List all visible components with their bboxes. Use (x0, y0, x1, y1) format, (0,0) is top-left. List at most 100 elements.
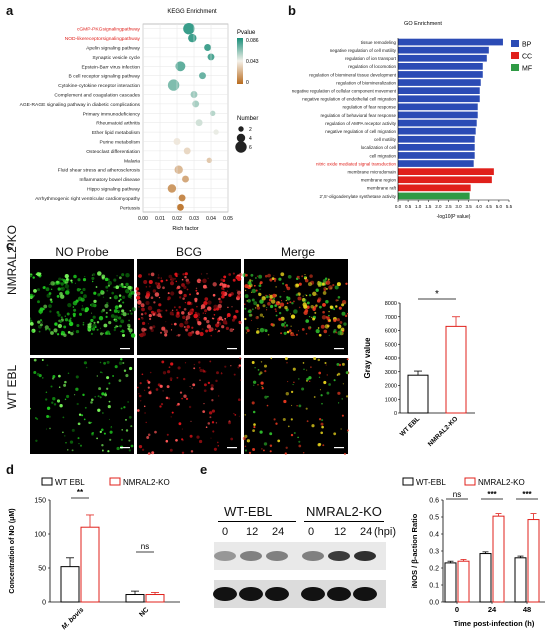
micro-signal-spot (200, 273, 203, 275)
kegg-category-label: AGE-RAGE signaling pathway in diabetic c… (20, 102, 141, 108)
micro-signal-spot (73, 274, 77, 279)
micro-signal-spot (323, 289, 327, 292)
micro-signal-spot (46, 364, 49, 367)
micro-signal-spot (83, 294, 87, 299)
micro-signal-spot (269, 450, 272, 453)
micro-signal-spot (78, 413, 82, 416)
go-x-tick: 1.5 (425, 204, 432, 209)
micro-signal-spot (329, 305, 334, 309)
micro-signal-spot (263, 442, 268, 446)
kegg-bubble (195, 119, 203, 127)
micro-signal-spot (109, 296, 112, 300)
micro-signal-spot (121, 309, 125, 313)
micro-signal-spot (82, 278, 87, 282)
western-blot: WT-EBL NMRAL2-KO 0 12 24 0 12 24 (hpi) (210, 498, 396, 618)
go-bar (398, 152, 475, 159)
kegg-legend-pvalue-tick: 0.043 (246, 59, 259, 65)
micro-scale-bar (120, 447, 130, 449)
micro-signal-spot (311, 424, 315, 428)
micro-signal-spot (127, 323, 131, 328)
micro-signal-spot (338, 306, 342, 310)
micro-signal-spot (64, 435, 66, 437)
micro-signal-spot (175, 313, 180, 318)
micro-signal-spot (304, 294, 306, 296)
micro-signal-spot (190, 312, 193, 315)
inos-y-tick: 0.4 (429, 532, 439, 539)
go-bar (398, 184, 471, 192)
micro-signal-spot (316, 294, 318, 296)
micro-signal-spot (252, 429, 256, 433)
micro-signal-spot (105, 311, 108, 314)
micro-signal-spot (315, 288, 319, 292)
micro-signal-spot (101, 444, 104, 447)
micro-signal-spot (96, 328, 99, 331)
micro-signal-spot (58, 374, 61, 378)
gray-bar (445, 325, 467, 414)
inos-y-tick: 0.6 (429, 498, 439, 505)
micro-signal-spot (91, 327, 96, 331)
wb-group-wt: WT-EBL (224, 504, 273, 519)
micro-title-no-probe: NO Probe (55, 245, 109, 259)
go-x-tick: 0.5 (405, 204, 412, 209)
micro-signal-spot (146, 379, 149, 382)
micro-signal-spot (248, 281, 252, 285)
micro-signal-spot (141, 307, 145, 312)
micro-signal-spot (115, 325, 118, 328)
micro-signal-spot (92, 280, 94, 283)
micro-signal-spot (283, 290, 285, 293)
micro-signal-spot (43, 286, 46, 288)
micro-signal-spot (181, 438, 184, 441)
micro-signal-spot (257, 384, 259, 386)
micro-signal-spot (129, 309, 132, 312)
micro-signal-spot (60, 316, 63, 319)
micro-signal-spot (158, 296, 161, 299)
micro-signal-spot (112, 375, 115, 377)
micro-signal-spot (309, 274, 313, 278)
micro-signal-spot (66, 394, 70, 399)
micro-signal-spot (74, 394, 76, 396)
micro-signal-spot (229, 293, 232, 296)
micro-signal-spot (184, 320, 189, 325)
micro-signal-spot (157, 313, 162, 318)
micro-signal-spot (296, 405, 298, 407)
micro-signal-spot (235, 275, 239, 280)
micro-signal-spot (42, 377, 44, 379)
micro-signal-spot (285, 392, 289, 396)
kegg-category-label: Complement and coagulation cascades (54, 93, 140, 99)
micro-signal-spot (199, 368, 203, 373)
go-title: GO Enrichment (404, 21, 442, 27)
micro-signal-spot (62, 431, 64, 434)
wb-group-line-wt (218, 521, 296, 522)
micro-signal-spot (108, 333, 111, 335)
micro-signal-spot (113, 286, 116, 289)
kegg-bubble (183, 23, 195, 35)
micro-signal-spot (64, 284, 70, 289)
gray-x-tick: WT EBL (399, 415, 422, 438)
micro-signal-spot (49, 298, 53, 302)
micro-signal-spot (69, 440, 74, 444)
kegg-bubble (175, 61, 186, 72)
micro-signal-spot (223, 289, 225, 291)
inos-y-tick: 0.3 (429, 549, 439, 556)
micro-signal-spot (225, 322, 228, 325)
micro-signal-spot (141, 317, 144, 320)
micro-signal-spot (161, 360, 165, 364)
micro-signal-spot (78, 442, 80, 445)
micro-signal-spot (122, 361, 125, 365)
micro-signal-spot (196, 306, 198, 308)
micro-signal-spot (60, 321, 62, 324)
micro-signal-spot (298, 278, 300, 280)
go-bar (398, 160, 474, 167)
micro-signal-spot (211, 421, 215, 424)
micro-signal-spot (63, 383, 67, 387)
micro-signal-spot (282, 417, 286, 422)
micro-signal-spot (342, 383, 345, 385)
micro-signal-spot (41, 321, 43, 323)
micro-signal-spot (177, 402, 180, 406)
micro-signal-spot (108, 382, 111, 385)
micro-signal-spot (49, 427, 51, 430)
go-x-tick: 4.5 (486, 204, 493, 209)
micro-signal-spot (178, 422, 182, 426)
micro-signal-spot (214, 328, 217, 331)
micro-signal-spot (165, 396, 169, 400)
